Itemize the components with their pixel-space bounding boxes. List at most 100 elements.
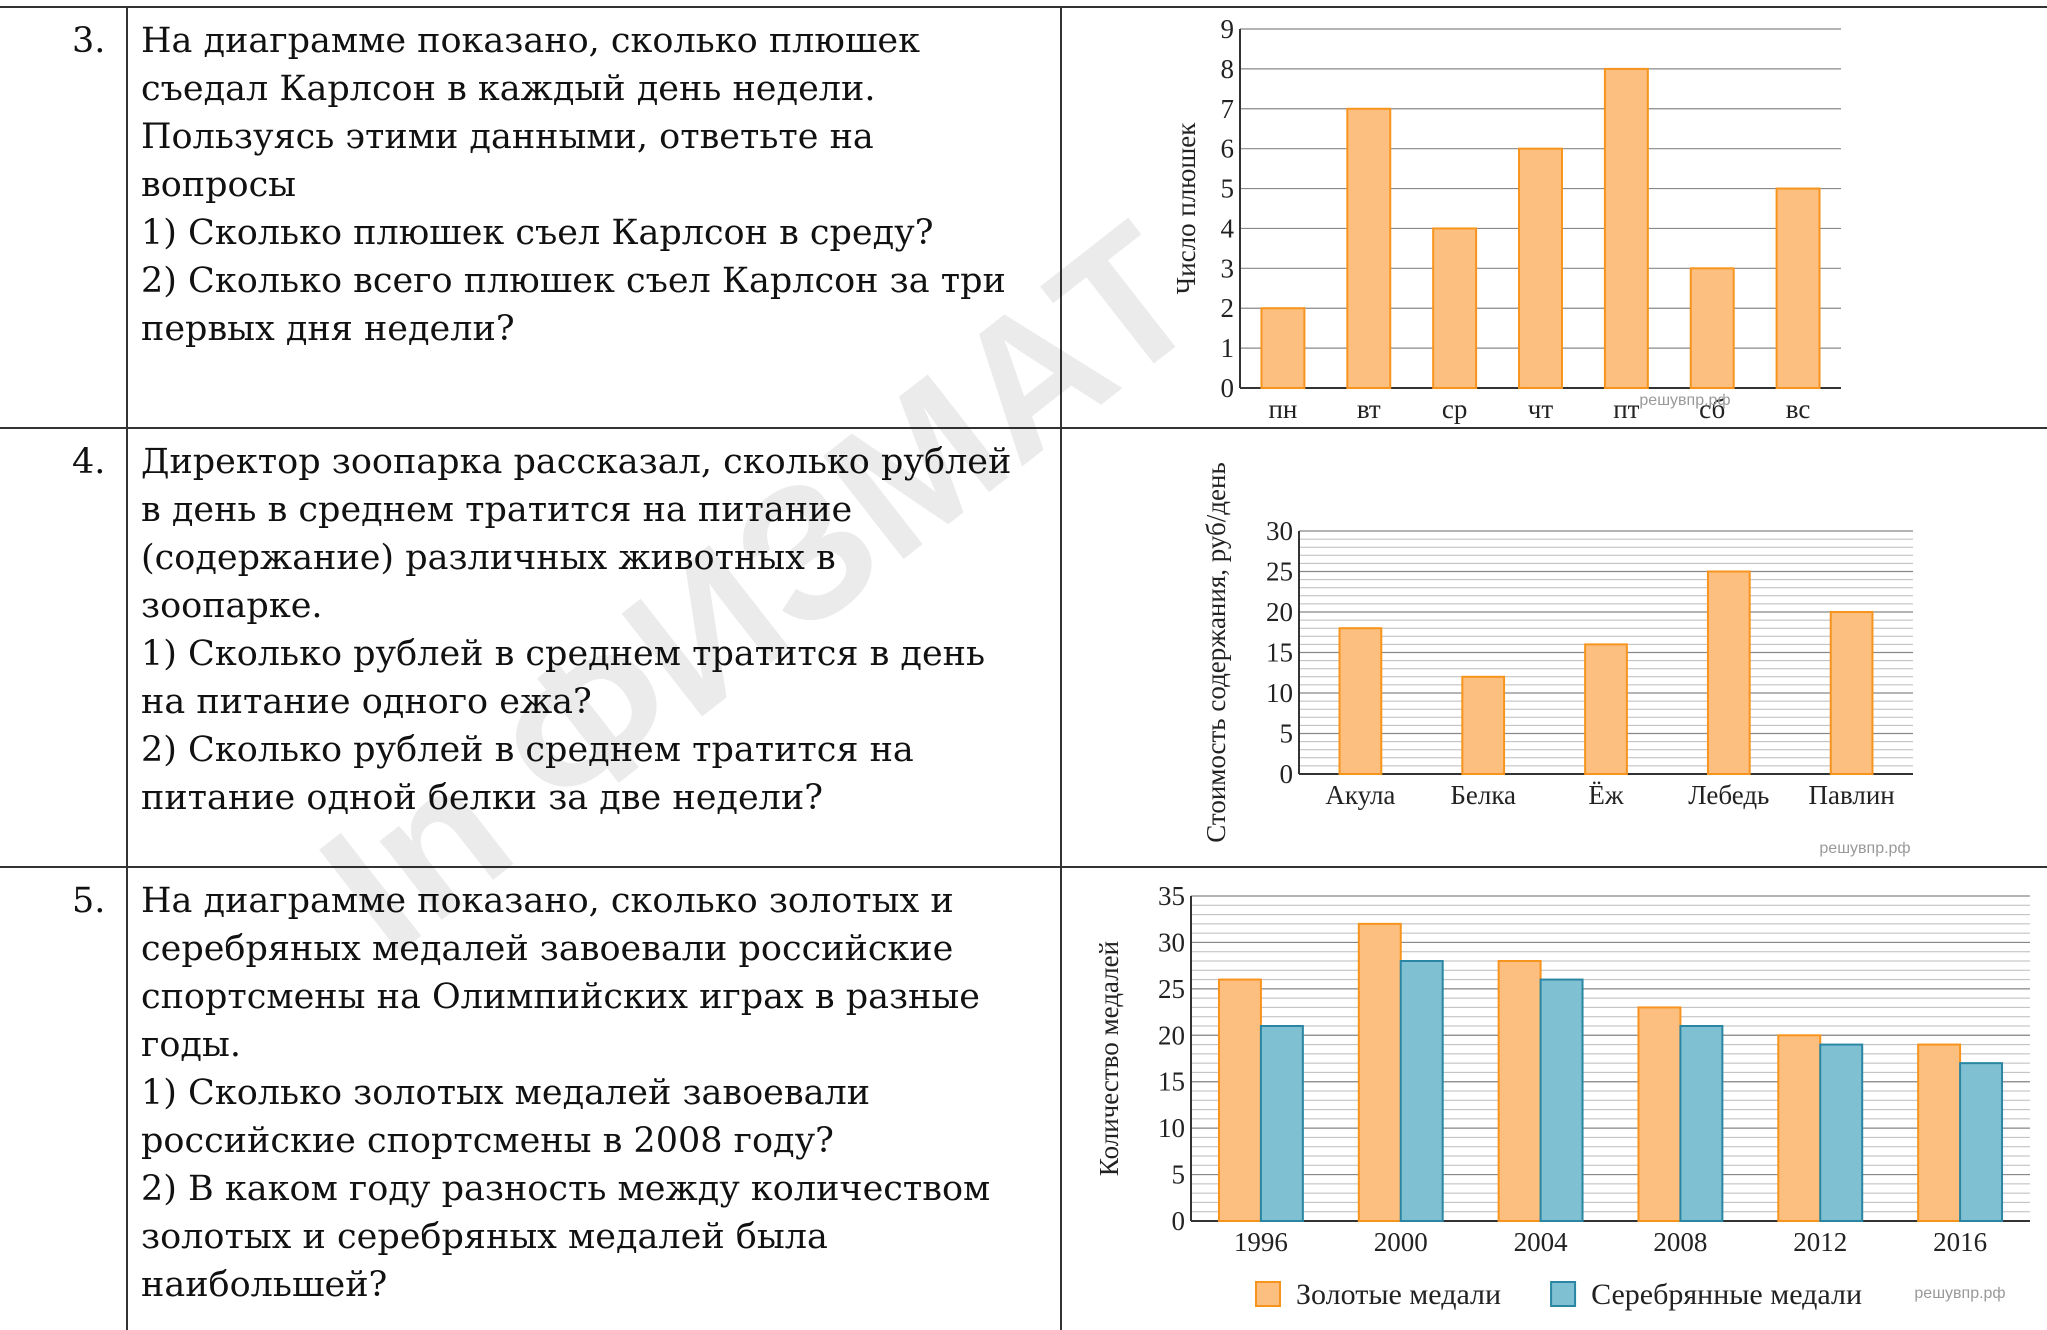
bar [1497, 960, 1542, 1222]
x-tick-label: ср [1442, 394, 1467, 424]
x-tick-label: 2016 [1933, 1227, 1987, 1257]
bar [1432, 227, 1478, 389]
bar [1689, 267, 1735, 390]
y-tick-label: 25 [1266, 557, 1293, 587]
y-tick-label: 1 [1221, 333, 1235, 363]
y-tick-label: 3 [1221, 253, 1235, 283]
x-tick-label: Павлин [1808, 780, 1894, 810]
x-tick-label: Белка [1450, 780, 1516, 810]
y-tick-label: 15 [1158, 1067, 1185, 1097]
y-axis-label: Количество медалей [1094, 941, 1124, 1176]
bar [1679, 1025, 1724, 1222]
question-line: 2) В каком году разность между количеств… [141, 1169, 990, 1209]
question-line: серебряных медалей завоевали российские [141, 929, 953, 969]
x-tick-label: Лебедь [1688, 780, 1769, 810]
question-line: наибольшей? [141, 1265, 387, 1305]
y-tick-label: 5 [1172, 1160, 1186, 1190]
x-tick-label: Акула [1325, 780, 1395, 810]
y-tick-label: 10 [1158, 1113, 1185, 1143]
x-tick-label: вс [1786, 394, 1811, 424]
bar [1259, 1025, 1304, 1222]
bar [1357, 922, 1402, 1222]
x-tick-label: вт [1357, 394, 1381, 424]
x-tick-label: 2004 [1514, 1227, 1569, 1257]
question-line: съедал Карлсон в каждый день недели. [141, 69, 875, 109]
question-line: российские спортсмены в 2008 году? [141, 1121, 834, 1161]
y-tick-label: 0 [1280, 759, 1294, 789]
y-tick-label: 6 [1221, 134, 1235, 164]
legend-swatch [1550, 1281, 1577, 1307]
bar [1260, 307, 1306, 390]
legend-swatch [1255, 1281, 1281, 1307]
question-line: На диаграмме показано, сколько золотых и [141, 881, 954, 921]
question-line: 2) Сколько всего плюшек съел Карлсон за … [141, 261, 1006, 301]
question-line: питание одной белки за две недели? [141, 778, 823, 818]
y-tick-label: 4 [1221, 213, 1235, 243]
question-line: 1) Сколько плюшек съел Карлсон в среду? [141, 213, 934, 253]
y-tick-label: 25 [1158, 974, 1185, 1004]
bar [1338, 627, 1383, 776]
question-line: Директор зоопарка рассказал, сколько руб… [141, 442, 1011, 482]
question-number: 5. [72, 881, 105, 921]
y-tick-label: 0 [1172, 1206, 1186, 1236]
x-tick-label: 2012 [1793, 1227, 1847, 1257]
question-line: 2) Сколько рублей в среднем тратится на [141, 730, 914, 770]
bar [1603, 67, 1649, 389]
question-number: 4. [72, 442, 105, 482]
source-mark: решувпр.рф [1819, 840, 1910, 857]
y-axis-label: Число плюшек [1171, 122, 1201, 295]
bar [1584, 643, 1628, 776]
question-line: 1) Сколько рублей в среднем тратится в д… [141, 634, 985, 674]
y-tick-label: 15 [1266, 638, 1293, 668]
question-line: золотых и серебряных медалей была [141, 1217, 828, 1257]
x-tick-label: Ёж [1588, 780, 1623, 810]
y-tick-label: 30 [1266, 516, 1293, 546]
bar [1777, 1034, 1822, 1223]
question-line: вопросы [141, 165, 296, 205]
bar [1346, 107, 1392, 390]
bar [1637, 1006, 1682, 1223]
source-mark: решувпр.рф [1639, 392, 1730, 409]
question-line: спортсмены на Олимпийских играх в разные [141, 977, 980, 1017]
y-tick-label: 5 [1221, 174, 1235, 204]
bar [1518, 147, 1563, 389]
question-line: Пользуясь этими данными, ответьте на [141, 117, 874, 157]
question-line: первых дня недели? [141, 309, 515, 349]
x-tick-label: 2008 [1653, 1227, 1707, 1257]
legend-label: Золотые медали [1296, 1278, 1501, 1311]
question-line: (содержание) различных животных в [141, 538, 836, 578]
question-line: 1) Сколько золотых медалей завоевали [141, 1073, 870, 1113]
bar [1217, 978, 1262, 1222]
legend-label: Серебрянные медали [1591, 1278, 1862, 1311]
question-line: в день в среднем тратится на питание [141, 490, 852, 530]
bar [1959, 1062, 2004, 1222]
x-tick-label: пн [1268, 394, 1297, 424]
y-tick-label: 9 [1221, 14, 1235, 44]
question-line: зоопарке. [141, 586, 323, 626]
y-tick-label: 35 [1158, 881, 1185, 911]
source-mark: решувпр.рф [1914, 1285, 2005, 1302]
x-tick-label: пт [1613, 394, 1639, 424]
table-lines [0, 6, 2047, 1330]
x-tick-label: чт [1528, 394, 1554, 424]
bar [1461, 675, 1506, 775]
x-tick-label: сб [1699, 394, 1725, 424]
bar [1539, 978, 1584, 1222]
question-line: годы. [141, 1025, 241, 1065]
y-axis-label: Стоимость содержания, руб/день [1201, 462, 1231, 843]
x-tick-label: 2000 [1374, 1227, 1428, 1257]
y-tick-label: 20 [1158, 1020, 1185, 1050]
y-tick-label: 30 [1158, 927, 1185, 957]
bar [1829, 611, 1874, 775]
y-tick-label: 8 [1221, 54, 1235, 84]
question-number: 3. [72, 21, 105, 61]
y-tick-label: 5 [1280, 719, 1294, 749]
bar [1917, 1043, 1962, 1222]
y-tick-label: 2 [1221, 293, 1235, 323]
question-line: на питание одного ежа? [141, 682, 592, 722]
bar [1819, 1043, 1864, 1222]
bar [1399, 960, 1444, 1222]
watermark: In ФИЗМАТ [284, 185, 1235, 993]
y-tick-label: 20 [1266, 597, 1293, 627]
